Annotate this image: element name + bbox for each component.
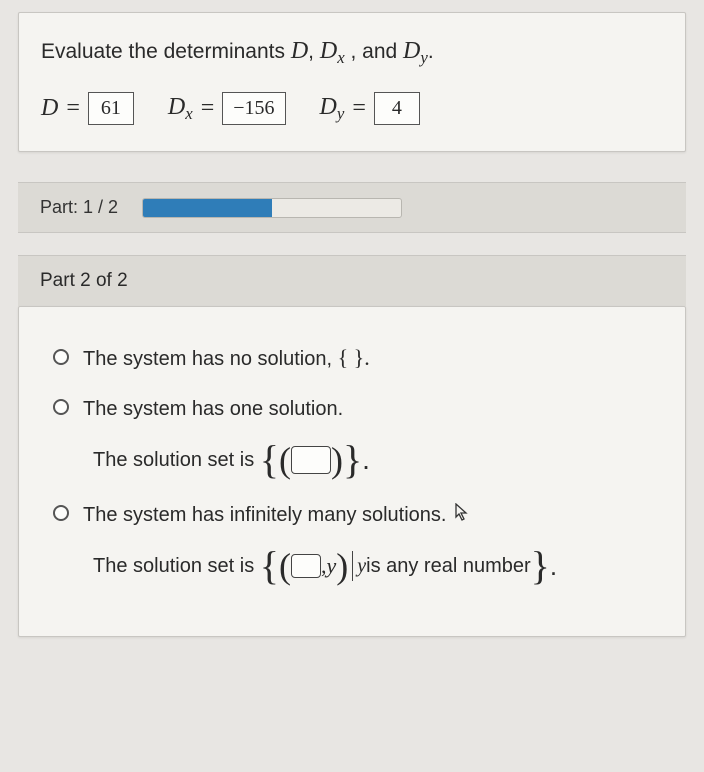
dy-label-base: D [320,94,337,120]
eq3: = [352,95,366,122]
period: . [428,40,434,63]
divider-icon [352,551,353,581]
d-group: D = 61 [41,92,134,125]
dx-base: D [320,38,337,64]
empty-set: { }. [338,345,370,370]
brace-open-icon: { [260,550,279,582]
option-no-solution[interactable]: The system has no solution, { }. [53,341,659,374]
part2-header: Part 2 of 2 [18,255,686,306]
dx-group: Dx = −156 [168,92,286,125]
dy-label: Dy [320,94,345,124]
var-dy: Dy [403,38,428,64]
sep1: , [308,40,320,63]
option-one-solution[interactable]: The system has one solution. [53,394,659,424]
radio-icon[interactable] [53,349,69,365]
x-expression-input[interactable] [291,554,321,578]
option-text: The system has no solution, { }. [83,341,659,374]
sep2: , and [350,40,403,63]
sol-prefix: The solution set is [93,555,254,578]
paren-close-icon: ) [336,552,348,581]
dx-value-input[interactable]: −156 [222,92,285,125]
option-infinite-solutions[interactable]: The system has infinitely many solutions… [53,500,659,530]
brace-close-icon: } [531,550,550,582]
y-var-cond: y [357,555,366,578]
cursor-icon [454,500,470,530]
paren-close-icon: ) [331,446,343,475]
radio-icon[interactable] [53,399,69,415]
dy-sub: y [420,48,427,67]
period-icon: . [362,444,370,476]
dx-label: Dx [168,94,193,124]
part1-panel: Evaluate the determinants D, Dx , and Dy… [18,12,686,152]
part1-prompt: Evaluate the determinants D, Dx , and Dy… [41,33,663,70]
option-text: The system has one solution. [83,394,659,424]
one-solution-set-line: The solution set is { ( ) } . [93,444,659,476]
dy-value-input[interactable]: 4 [374,92,420,125]
option-text: The system has infinitely many solutions… [83,500,659,530]
part2-panel: The system has no solution, { }. The sys… [18,306,686,637]
brace-close-icon: } [343,444,362,476]
eq2: = [201,95,215,122]
dx-label-sub: x [185,104,192,123]
d-value-input[interactable]: 61 [88,92,134,125]
solution-input[interactable] [291,446,331,474]
paren-open-icon: ( [279,446,291,475]
cond-text: is any real number [366,555,531,578]
paren-open-icon: ( [279,552,291,581]
dy-base: D [403,38,420,64]
radio-icon[interactable] [53,505,69,521]
period-icon: . [550,551,557,582]
progress-strip: Part: 1 / 2 [18,182,686,233]
sol-prefix: The solution set is [93,449,254,472]
var-dx: Dx [320,38,345,64]
progress-fill [143,199,272,217]
dy-label-sub: y [337,104,344,123]
infinite-solution-set-line: The solution set is { ( , y ) y is any r… [93,550,659,582]
opt3-text: The system has infinitely many solutions… [83,504,447,526]
dx-sub: x [337,48,344,67]
dy-group: Dy = 4 [320,92,420,125]
dx-label-base: D [168,94,185,120]
prompt-text: Evaluate the determinants [41,40,291,63]
y-var: y [326,553,336,579]
eq1: = [66,95,80,122]
determinant-values-row: D = 61 Dx = −156 Dy = 4 [41,92,663,125]
progress-label: Part: 1 / 2 [40,197,118,218]
opt1-text: The system has no solution, [83,348,338,370]
progress-bar [142,198,402,218]
brace-open-icon: { [260,444,279,476]
d-label: D [41,95,58,122]
var-d: D [291,38,308,64]
